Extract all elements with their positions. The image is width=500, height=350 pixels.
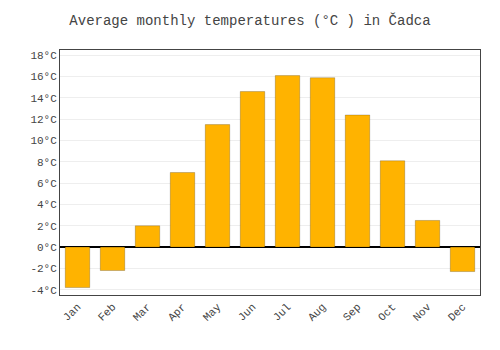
- svg-text:14°C: 14°C: [30, 93, 57, 105]
- svg-text:12°C: 12°C: [30, 114, 57, 126]
- svg-text:Nov: Nov: [411, 301, 434, 324]
- svg-text:Apr: Apr: [166, 301, 188, 323]
- svg-text:10°C: 10°C: [30, 135, 57, 147]
- svg-text:Jul: Jul: [271, 301, 293, 323]
- svg-text:Aug: Aug: [306, 301, 328, 323]
- svg-text:-2°C: -2°C: [30, 263, 57, 275]
- svg-text:6°C: 6°C: [37, 178, 57, 190]
- svg-text:Jun: Jun: [236, 301, 258, 323]
- svg-text:Feb: Feb: [96, 301, 118, 323]
- svg-text:16°C: 16°C: [30, 71, 57, 83]
- svg-text:Dec: Dec: [446, 301, 468, 323]
- svg-text:Oct: Oct: [376, 301, 398, 323]
- svg-text:Average monthly temperatures (: Average monthly temperatures (°C ) in Ča…: [69, 12, 430, 29]
- svg-text:-4°C: -4°C: [30, 285, 57, 297]
- svg-text:4°C: 4°C: [37, 199, 57, 211]
- svg-text:May: May: [201, 301, 224, 324]
- svg-text:8°C: 8°C: [37, 157, 57, 169]
- svg-text:0°C: 0°C: [37, 242, 57, 254]
- svg-text:18°C: 18°C: [30, 50, 57, 62]
- svg-text:Jan: Jan: [61, 301, 83, 323]
- svg-text:2°C: 2°C: [37, 221, 57, 233]
- svg-text:Mar: Mar: [131, 301, 153, 323]
- svg-text:Sep: Sep: [341, 301, 363, 323]
